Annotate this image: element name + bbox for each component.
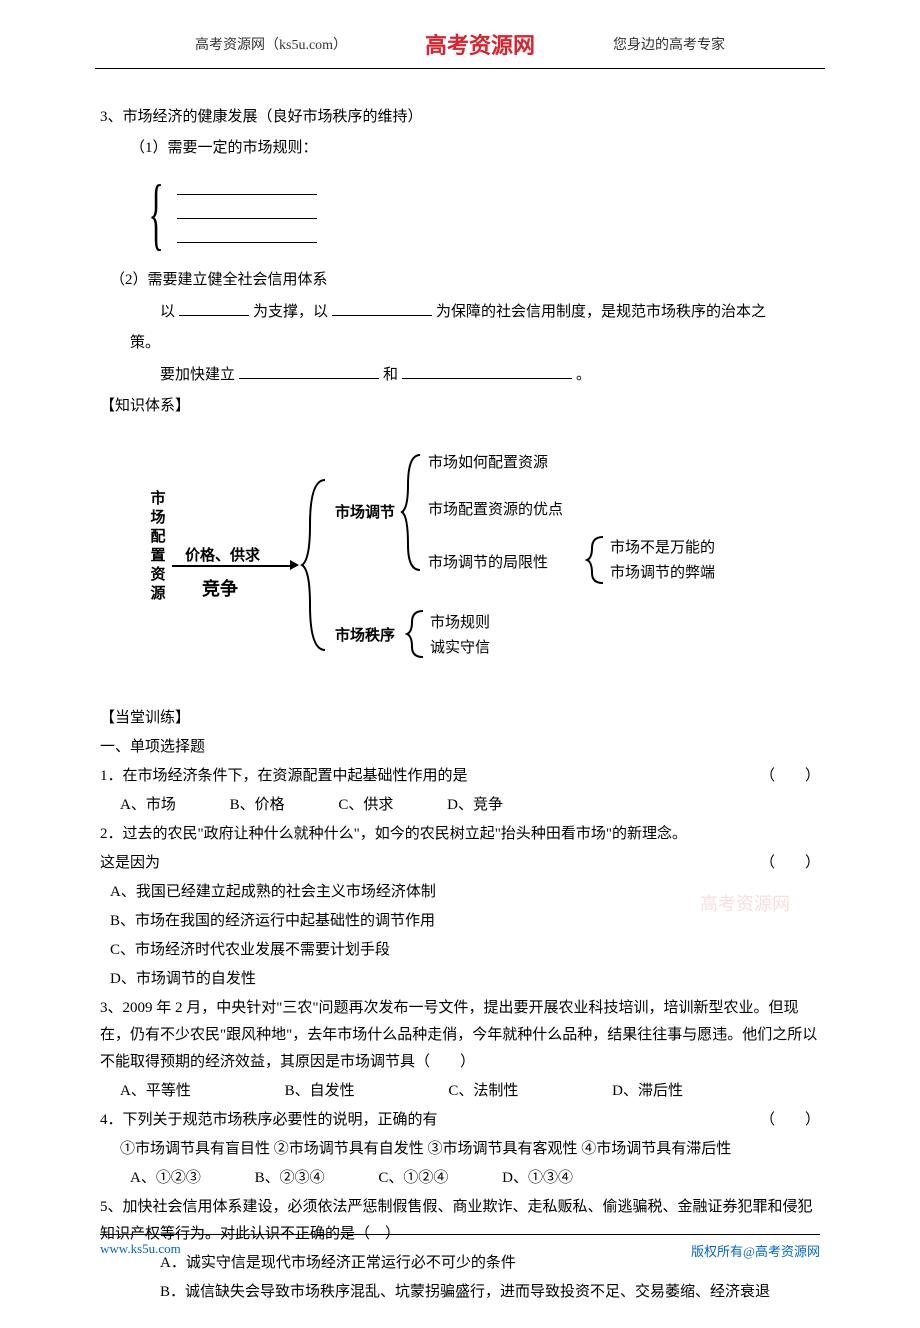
q2-opt-c: C、市场经济时代农业发展不需要计划手段 — [100, 937, 820, 964]
q2-opt-d: D、市场调节的自发性 — [100, 966, 820, 993]
rules-brace: { — [145, 172, 820, 257]
brace-icon: { — [149, 172, 164, 257]
q1: 1．在市场经济条件下，在资源配置中起基础性作用的是 （ ） — [100, 763, 820, 790]
q2-paren: （ ） — [760, 850, 820, 877]
section-3-2-line2: 要加快建立 和 。 — [100, 361, 820, 389]
blank-rule-1 — [177, 177, 317, 195]
q3-opt-b: B、自发性 — [285, 1078, 355, 1105]
section-3-1: （1）需要一定的市场规则： — [100, 135, 820, 162]
diag-b2-2: 诚实守信 — [430, 635, 490, 662]
diag-root: 市场配置资源 — [148, 490, 165, 604]
q4-text: 4．下列关于规范市场秩序必要性的说明，正确的有 — [100, 1112, 438, 1128]
q4-opt-a: A、①②③ — [130, 1165, 201, 1192]
blank-rule-3 — [177, 225, 317, 243]
q2-line2: 这是因为 （ ） — [100, 850, 820, 877]
footer-copyright: 版权所有@高考资源网 — [691, 1241, 820, 1260]
diag-b1: 市场调节 — [335, 500, 395, 527]
q3: 3、2009 年 2 月，中央针对"三农"问题再次发布一号文件，提出要开展农业科… — [100, 995, 820, 1076]
q1-opt-c: C、供求 — [338, 792, 393, 819]
part1-title: 一、单项选择题 — [100, 734, 820, 761]
q4-sub: ①市场调节具有盲目性 ②市场调节具有自发性 ③市场调节具有客观性 ④市场调节具有… — [100, 1136, 820, 1163]
diag-b1-3: 市场调节的局限性 — [428, 550, 548, 577]
section-3-2-line1b: 策。 — [100, 330, 820, 357]
diag-b2-1: 市场规则 — [430, 610, 490, 637]
watermark: 高考资源网 — [700, 890, 790, 916]
txt-b: 为支撑，以 — [253, 304, 328, 320]
q3-options: A、平等性 B、自发性 C、法制性 D、滞后性 — [100, 1078, 820, 1105]
practice-title: 【当堂训练】 — [100, 705, 820, 732]
header-left: 高考资源网（ks5u.com） — [195, 34, 347, 54]
q2-text: 这是因为 — [100, 855, 160, 871]
blank-guarantee — [332, 298, 432, 316]
q1-opt-b: B、价格 — [230, 792, 285, 819]
txt-f: 。 — [576, 367, 591, 383]
q4-paren: （ ） — [760, 1107, 820, 1134]
arrow-icon — [290, 560, 299, 570]
page-footer: www.ks5u.com 版权所有@高考资源网 — [100, 1234, 820, 1260]
q4-opt-d: D、①③④ — [502, 1165, 573, 1192]
brace-b1-icon — [400, 450, 425, 575]
q2-line1: 2．过去的农民"政府让种什么就种什么"，如今的农民树立起"抬头种田看市场"的新理… — [100, 821, 820, 848]
q3-opt-d: D、滞后性 — [612, 1078, 683, 1105]
q1-text: 1．在市场经济条件下，在资源配置中起基础性作用的是 — [100, 768, 468, 784]
brace-b1-3-icon — [585, 533, 607, 588]
diag-b1-3b: 市场调节的弊端 — [610, 560, 715, 587]
blank-rule-2 — [177, 201, 317, 219]
main-content: 3、市场经济的健康发展（良好市场秩序的维持） （1）需要一定的市场规则： { （… — [0, 69, 920, 1328]
txt-c: 为保障的社会信用制度，是规范市场秩序的治本之 — [436, 304, 766, 320]
q1-opt-a: A、市场 — [120, 792, 176, 819]
diag-mid1: 价格、供求 — [185, 543, 260, 570]
txt-a: 以 — [160, 304, 175, 320]
q3-opt-a: A、平等性 — [120, 1078, 191, 1105]
q1-opt-d: D、竞争 — [447, 792, 503, 819]
section-3-2-line1: 以 为支撑，以 为保障的社会信用制度，是规范市场秩序的治本之 — [100, 298, 820, 326]
header-right: 您身边的高考专家 — [613, 34, 725, 54]
q3-opt-c: C、法制性 — [448, 1078, 518, 1105]
zhishi-title: 【知识体系】 — [100, 393, 820, 420]
q1-options: A、市场 B、价格 C、供求 D、竞争 — [100, 792, 820, 819]
q1-paren: （ ） — [760, 763, 820, 790]
q4: 4．下列关于规范市场秩序必要性的说明，正确的有 （ ） — [100, 1107, 820, 1134]
blank-est-1 — [239, 361, 379, 379]
txt-d: 要加快建立 — [160, 367, 235, 383]
diag-b1-1: 市场如何配置资源 — [428, 450, 548, 477]
practice-section: 【当堂训练】 一、单项选择题 1．在市场经济条件下，在资源配置中起基础性作用的是… — [100, 705, 820, 1306]
q4-opt-b: B、②③④ — [255, 1165, 325, 1192]
txt-e: 和 — [383, 367, 398, 383]
blank-est-2 — [402, 361, 572, 379]
q4-options: A、①②③ B、②③④ C、①②④ D、①③④ — [100, 1165, 820, 1192]
diag-mid2: 竞争 — [202, 573, 238, 605]
brace-main-icon — [300, 475, 330, 655]
header-brand: 高考资源网 — [425, 28, 535, 60]
footer-url: www.ks5u.com — [100, 1241, 181, 1260]
diag-b1-3a: 市场不是万能的 — [610, 535, 715, 562]
section-3-2: （2）需要建立健全社会信用体系 — [100, 267, 820, 294]
section-3-title: 3、市场经济的健康发展（良好市场秩序的维持） — [100, 104, 820, 131]
diag-b1-2: 市场配置资源的优点 — [428, 497, 563, 524]
knowledge-diagram: 市场配置资源 价格、供求 竞争 市场调节 市场如何配置资源 市场配置资源的优点 … — [100, 435, 820, 685]
blank-support — [179, 298, 249, 316]
q4-opt-c: C、①②④ — [378, 1165, 448, 1192]
diag-b2: 市场秩序 — [335, 623, 395, 650]
brace-b2-icon — [405, 607, 427, 662]
page-header: 高考资源网（ks5u.com） 高考资源网 您身边的高考专家 — [95, 0, 825, 69]
